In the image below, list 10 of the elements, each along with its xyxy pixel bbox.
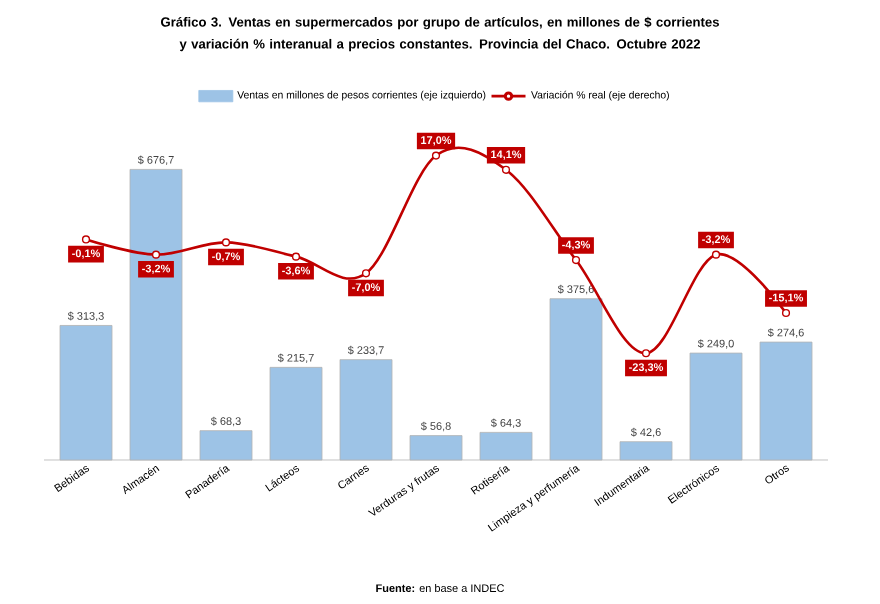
point [291,252,301,261]
point [501,165,511,174]
point [361,269,371,278]
point [571,255,581,265]
point [711,250,721,259]
point [781,308,791,318]
point [81,235,91,244]
point [641,349,651,358]
point [151,250,161,259]
point [221,238,231,247]
